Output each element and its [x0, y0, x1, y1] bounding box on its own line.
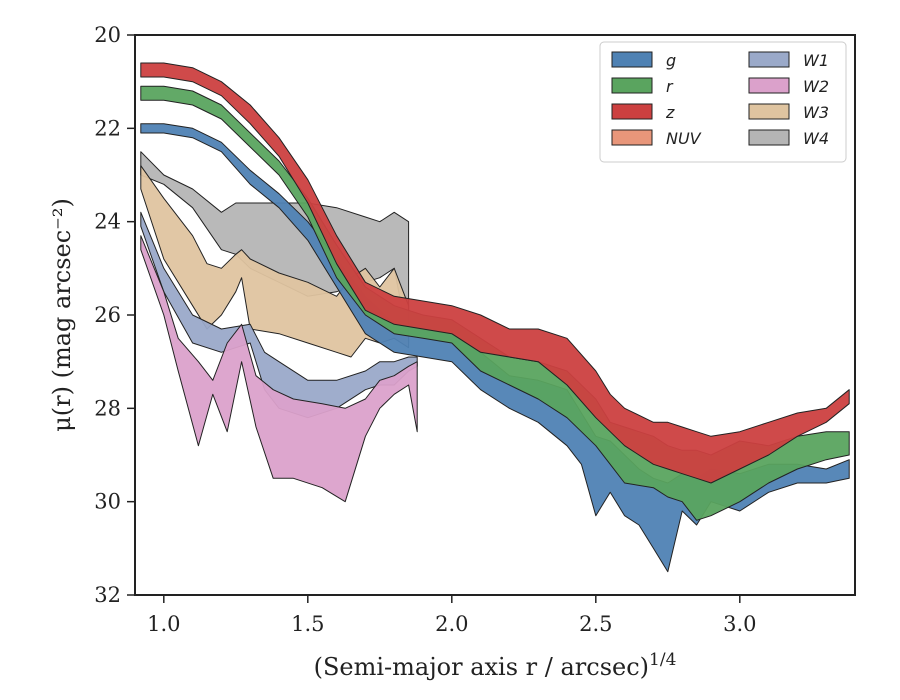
- legend-label-w4: W4: [803, 129, 829, 148]
- legend: grz NUV W1 W2 W3 W4: [599, 41, 847, 163]
- x-tick-label: 2.5: [579, 612, 612, 636]
- x-tick-label: 1.0: [147, 612, 180, 636]
- legend-label-g: g: [666, 51, 676, 70]
- x-tick-label: 1.5: [291, 612, 324, 636]
- legend-swatch-g: [611, 51, 653, 68]
- legend-swatch-w3: [748, 103, 790, 120]
- legend-label-z: z: [665, 103, 675, 122]
- y-tick-label: 22: [94, 116, 121, 140]
- legend-label-r: r: [666, 77, 674, 96]
- y-axis-label: μ(r) (mag arcsec⁻²): [48, 198, 76, 432]
- legend-swatch-w2: [748, 77, 790, 94]
- band-w2: [140, 235, 418, 503]
- band-z: [140, 62, 850, 484]
- y-tick-label: 26: [94, 303, 121, 327]
- y-axis: 20 22 24 26 28 30 32: [94, 23, 135, 607]
- y-tick-label: 24: [94, 210, 121, 234]
- x-axis-label: (Semi-major axis r / arcsec)1/4: [314, 650, 677, 681]
- legend-swatch-nuv: [611, 129, 653, 146]
- y-tick-label: 30: [94, 490, 121, 514]
- legend-label-nuv: NUV: [666, 129, 702, 148]
- x-axis-label-exponent: 1/4: [649, 650, 676, 670]
- y-tick-label: 32: [94, 583, 121, 607]
- legend-swatch-r: [611, 77, 653, 94]
- legend-swatch-z: [611, 103, 653, 120]
- bands-layer: [140, 62, 850, 573]
- x-tick-label: 2.0: [435, 612, 468, 636]
- y-tick-label: 20: [94, 23, 121, 47]
- legend-label-w2: W2: [803, 77, 829, 96]
- legend-label-w3: W3: [803, 103, 829, 122]
- legend-label-w1: W1: [803, 51, 829, 70]
- y-tick-label: 28: [94, 396, 121, 420]
- legend-swatch-w1: [748, 51, 790, 68]
- x-axis: 1.0 1.5 2.0 2.5 3.0: [147, 595, 757, 636]
- x-tick-label: 3.0: [723, 612, 756, 636]
- legend-swatch-w4: [748, 129, 790, 146]
